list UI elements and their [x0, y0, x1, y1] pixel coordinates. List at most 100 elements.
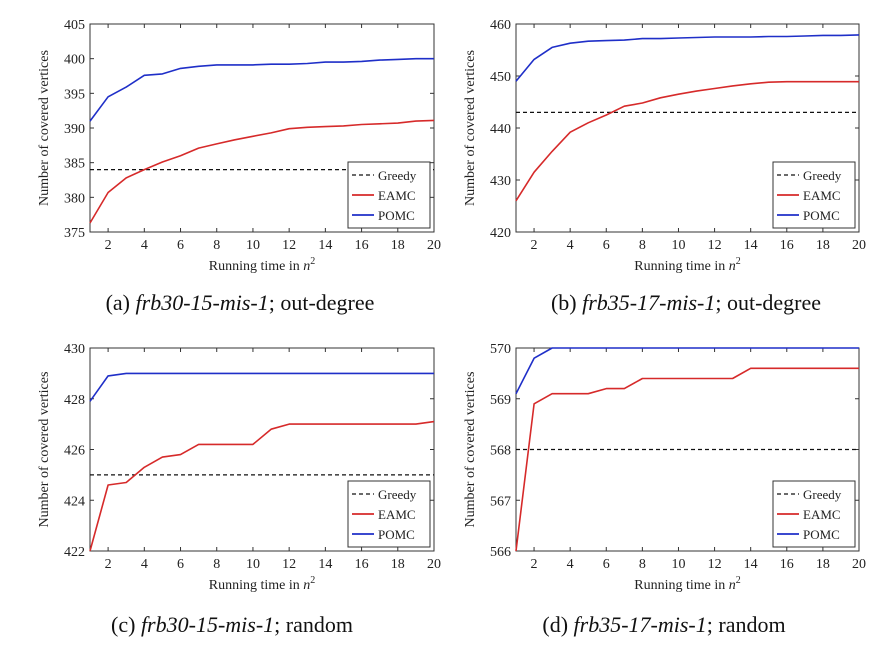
- x-tick-label: 20: [852, 238, 866, 253]
- legend-label-pomc: POMC: [378, 208, 415, 223]
- x-tick-label: 12: [282, 238, 296, 253]
- panel-caption: (a) frb30-15-mis-1; out-degree: [106, 290, 375, 315]
- y-tick-label: 375: [64, 226, 85, 241]
- y-axis-label: Number of covered vertices: [463, 372, 478, 528]
- x-axis-label-var: n: [303, 578, 310, 593]
- x-tick-label: 16: [355, 238, 369, 253]
- y-tick-label: 568: [490, 444, 511, 459]
- caption-suffix: ; random: [707, 612, 786, 637]
- x-axis-label-exp: 2: [736, 575, 741, 586]
- y-tick-label: 567: [490, 494, 511, 509]
- legend-label-eamc: EAMC: [803, 507, 841, 522]
- chart-panel-4: 2 4 6 8 10 12 14 16 18 20 566 567 568 569 570 Greedy EAM…: [463, 342, 866, 637]
- x-tick-label: 20: [852, 557, 866, 572]
- x-tick-label: 14: [744, 557, 758, 572]
- legend-label-eamc: EAMC: [803, 188, 841, 203]
- caption-suffix: ; out-degree: [715, 290, 821, 315]
- caption-instance: frb35-17-mis-1: [574, 612, 707, 637]
- x-axis-label-var: n: [729, 259, 736, 274]
- legend-label-pomc: POMC: [378, 527, 415, 542]
- caption-suffix: ; random: [274, 612, 353, 637]
- y-tick-label: 405: [64, 18, 85, 33]
- x-tick-label: 12: [708, 557, 722, 572]
- caption-suffix: ; out-degree: [269, 290, 375, 315]
- x-tick-label: 16: [780, 238, 794, 253]
- series-line-pomc: [89, 372, 434, 402]
- series-line-pomc: [515, 34, 860, 82]
- panel-caption: (d) frb35-17-mis-1; random: [542, 612, 785, 637]
- y-tick-label: 420: [490, 226, 511, 241]
- legend-label-eamc: EAMC: [378, 507, 416, 522]
- legend-label-greedy: Greedy: [803, 487, 842, 502]
- x-tick-label: 10: [246, 557, 260, 572]
- x-axis-label: Running time in n2: [209, 575, 316, 593]
- x-tick-label: 20: [427, 238, 441, 253]
- x-tick-label: 8: [639, 238, 646, 253]
- x-tick-label: 4: [141, 238, 148, 253]
- caption-prefix: (d): [542, 612, 573, 637]
- legend: Greedy EAMC POMC: [772, 161, 856, 229]
- x-tick-label: 20: [427, 557, 441, 572]
- y-tick-label: 424: [64, 494, 85, 509]
- x-axis-label: Running time in n2: [209, 256, 316, 274]
- y-axis-label: Number of covered vertices: [37, 372, 52, 528]
- x-tick-label: 10: [671, 557, 685, 572]
- y-tick-label: 569: [490, 393, 511, 408]
- x-axis-label: Running time in n2: [634, 256, 741, 274]
- y-tick-label: 566: [490, 545, 511, 560]
- panel-caption: (b) frb35-17-mis-1; out-degree: [551, 290, 821, 315]
- x-axis-label-exp: 2: [310, 256, 315, 267]
- series-line-eamc: [89, 420, 435, 552]
- x-tick-label: 8: [213, 557, 220, 572]
- caption-instance: frb35-17-mis-1: [582, 290, 715, 315]
- x-tick-label: 2: [531, 238, 538, 253]
- y-tick-label: 430: [64, 342, 85, 357]
- y-tick-label: 395: [64, 87, 85, 102]
- x-axis-label-exp: 2: [310, 575, 315, 586]
- chart-panel-1: 2 4 6 8 10 12 14 16 18 20 375 380 385 390 395 400 405 Gre…: [37, 18, 441, 315]
- y-axis-label: Number of covered vertices: [37, 50, 52, 206]
- legend: Greedy EAMC POMC: [347, 480, 431, 548]
- legend: Greedy EAMC POMC: [772, 480, 856, 548]
- y-tick-label: 390: [64, 122, 85, 137]
- x-tick-label: 16: [355, 557, 369, 572]
- x-tick-label: 10: [246, 238, 260, 253]
- series-line-pomc: [515, 347, 859, 395]
- y-tick-label: 426: [64, 444, 85, 459]
- y-tick-label: 385: [64, 157, 85, 172]
- x-axis-label-text: Running time in: [209, 259, 300, 274]
- x-tick-label: 18: [391, 557, 405, 572]
- x-tick-label: 12: [282, 557, 296, 572]
- x-axis-label-var: n: [303, 259, 310, 274]
- legend-label-greedy: Greedy: [378, 168, 417, 183]
- x-tick-label: 10: [671, 238, 685, 253]
- y-tick-label: 400: [64, 53, 85, 68]
- series-line-eamc: [515, 367, 859, 552]
- x-tick-label: 14: [318, 238, 332, 253]
- legend-label-eamc: EAMC: [378, 188, 416, 203]
- x-tick-label: 12: [708, 238, 722, 253]
- x-tick-label: 6: [603, 557, 610, 572]
- caption-prefix: (b): [551, 290, 582, 315]
- x-tick-label: 6: [603, 238, 610, 253]
- series-line-eamc: [89, 119, 435, 224]
- caption-instance: frb30-15-mis-1: [136, 290, 269, 315]
- y-tick-label: 570: [490, 342, 511, 357]
- y-tick-label: 460: [490, 18, 511, 33]
- legend-label-greedy: Greedy: [803, 168, 842, 183]
- legend: Greedy EAMC POMC: [347, 161, 431, 229]
- y-tick-label: 428: [64, 393, 85, 408]
- x-tick-label: 8: [213, 238, 220, 253]
- x-axis-label-exp: 2: [736, 256, 741, 267]
- caption-prefix: (c): [111, 612, 141, 637]
- x-tick-label: 6: [177, 557, 184, 572]
- legend-label-greedy: Greedy: [378, 487, 417, 502]
- chart-panel-3: 2 4 6 8 10 12 14 16 18 20 422 424 426 428 430 Greedy EAM…: [37, 342, 441, 637]
- y-tick-label: 450: [490, 70, 511, 85]
- y-axis-label: Number of covered vertices: [463, 50, 478, 206]
- y-tick-label: 422: [64, 545, 85, 560]
- caption-prefix: (a): [106, 290, 136, 315]
- x-axis-label: Running time in n2: [634, 575, 741, 593]
